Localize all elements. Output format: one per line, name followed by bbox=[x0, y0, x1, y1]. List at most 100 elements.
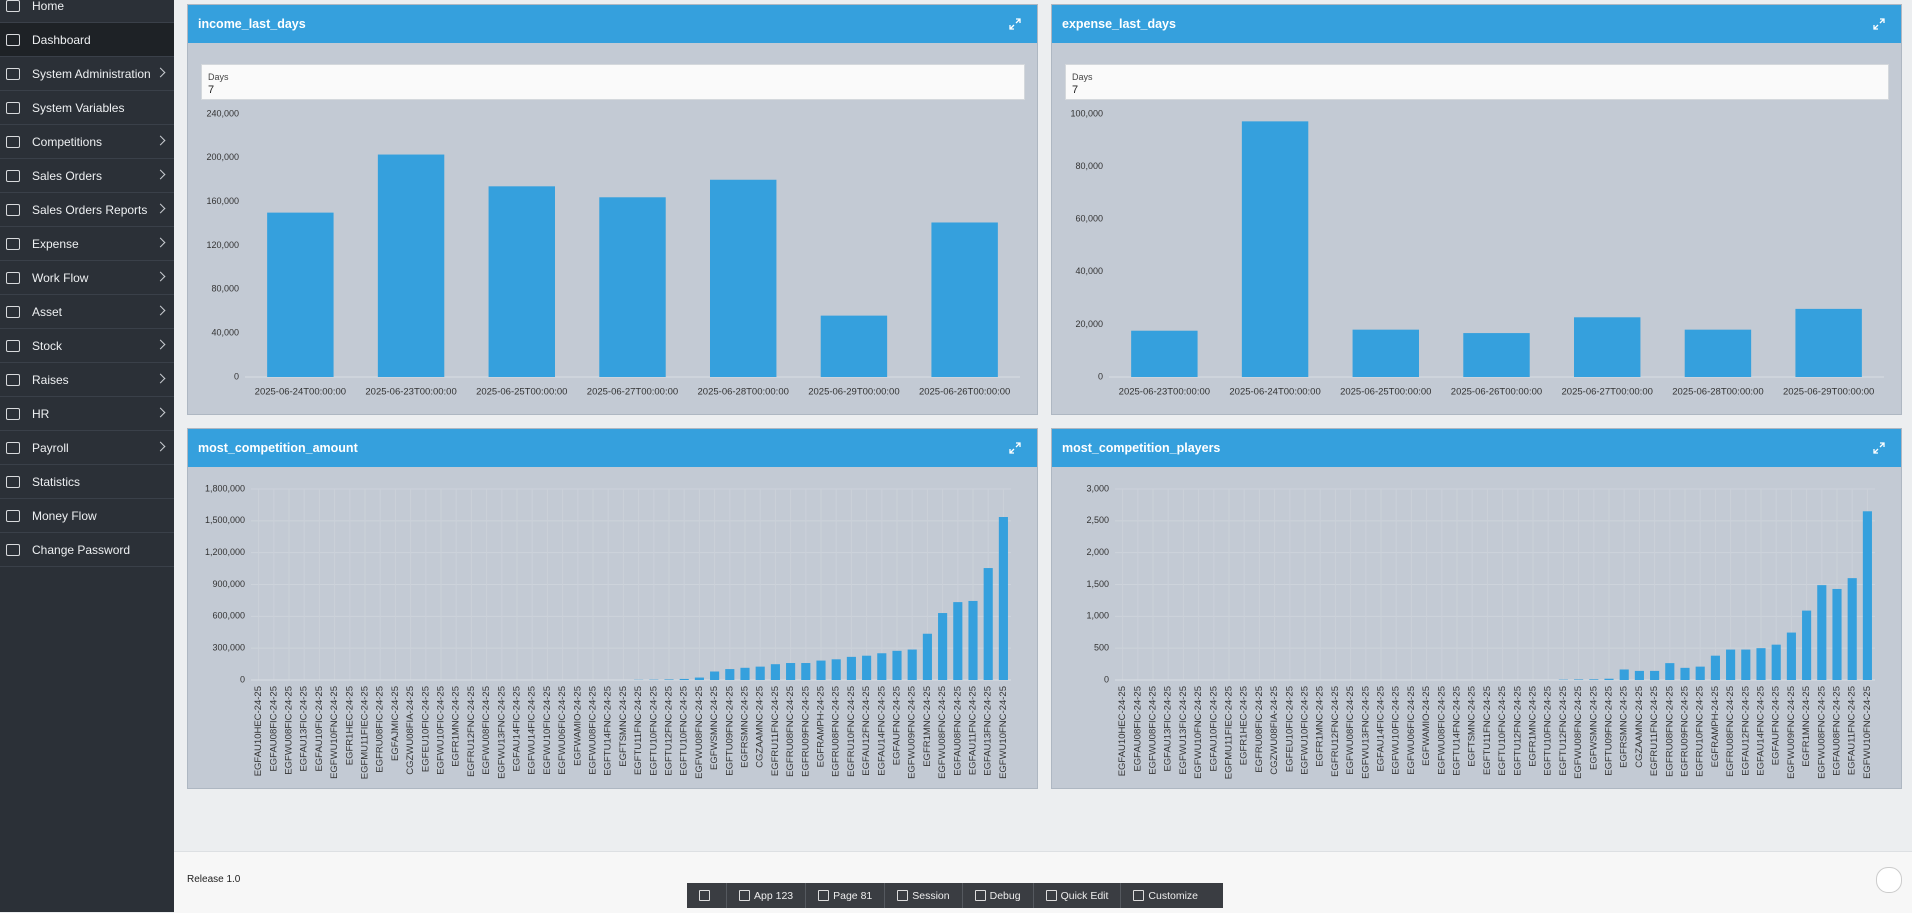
bar bbox=[938, 613, 947, 680]
x-tick-label: EGFRU11FNC-24-25 bbox=[1649, 686, 1660, 776]
y-tick-label: 240,000 bbox=[206, 108, 239, 118]
menu-item[interactable]: Sales Orders Reports bbox=[0, 193, 174, 227]
bar bbox=[1620, 669, 1629, 680]
menu-item[interactable]: Stock bbox=[0, 329, 174, 363]
menu-item[interactable]: Raises bbox=[0, 363, 174, 397]
x-tick-label: EGFRAMPH-24-25 bbox=[1710, 686, 1721, 767]
menu-item[interactable]: HR bbox=[0, 397, 174, 431]
bar bbox=[680, 679, 689, 680]
x-tick-label: EGFAU14FIC-24-25 bbox=[512, 686, 523, 772]
menu-icon bbox=[6, 306, 20, 318]
bar bbox=[1680, 668, 1689, 680]
x-tick-label: EGFWU08FIC-24-25 bbox=[1345, 686, 1356, 775]
y-tick-label: 1,000 bbox=[1086, 611, 1109, 621]
menu-item[interactable]: System Administration bbox=[0, 57, 174, 91]
expand-button[interactable] bbox=[1873, 442, 1885, 454]
toolbar-button[interactable]: Quick Edit bbox=[1033, 883, 1121, 908]
bar bbox=[908, 650, 917, 680]
expand-icon bbox=[1010, 443, 1020, 453]
toolbar-button[interactable]: Debug bbox=[962, 883, 1033, 908]
y-tick-label: 100,000 bbox=[1070, 108, 1103, 118]
x-tick-label: EGFAU11FNC-24-25 bbox=[968, 686, 979, 775]
menu-item[interactable]: Money Flow bbox=[0, 499, 174, 533]
menu-item[interactable]: Asset bbox=[0, 295, 174, 329]
bar bbox=[267, 213, 333, 377]
panel-title: expense_last_days bbox=[1062, 17, 1176, 31]
x-tick-label: EGFWU08FNC-24-25 bbox=[694, 686, 705, 779]
toolbar-button[interactable]: Customize bbox=[1120, 883, 1210, 908]
bar bbox=[1832, 589, 1841, 680]
x-tick-label: EGFRU08FNC-24-25 bbox=[785, 686, 796, 777]
menu-item[interactable]: Competitions bbox=[0, 125, 174, 159]
y-tick-label: 0 bbox=[234, 371, 239, 381]
toolbar-button[interactable]: Session bbox=[884, 883, 961, 908]
expand-button[interactable] bbox=[1873, 18, 1885, 30]
x-tick-label: EGFWU14FIC-24-25 bbox=[527, 686, 538, 775]
bar bbox=[984, 568, 993, 680]
menu-icon bbox=[6, 476, 20, 488]
bar bbox=[725, 669, 734, 680]
menu-icon bbox=[6, 442, 20, 454]
menu-item[interactable]: Sales Orders bbox=[0, 159, 174, 193]
x-tick-label: EGFTU14FNC-24-25 bbox=[1452, 686, 1463, 776]
menu-label: Payroll bbox=[32, 441, 69, 455]
bar bbox=[1574, 317, 1640, 377]
home-button[interactable] bbox=[687, 883, 726, 908]
toolbar-icon bbox=[818, 890, 829, 901]
toolbar-icon bbox=[739, 890, 750, 901]
menu-icon bbox=[6, 374, 20, 386]
menu-item[interactable]: Payroll bbox=[0, 431, 174, 465]
chart: 020,00040,00060,00080,000100,0002025-06-… bbox=[1052, 43, 1901, 414]
x-tick-label: 2025-06-27T00:00:00 bbox=[587, 387, 678, 398]
menu-item[interactable]: Home bbox=[0, 0, 174, 23]
x-tick-label: EGFAU10HEC-24-25 bbox=[253, 686, 264, 776]
bar bbox=[1863, 511, 1872, 680]
x-tick-label: EGFAU08FIC-24-25 bbox=[268, 686, 279, 772]
x-tick-label: EGFTU12FNC-24-25 bbox=[664, 686, 675, 776]
menu-label: System Administration bbox=[32, 67, 151, 81]
y-tick-label: 80,000 bbox=[1075, 161, 1103, 171]
x-tick-label: EGFRU12FNC-24-25 bbox=[1330, 686, 1341, 777]
toolbar-label: App 123 bbox=[754, 890, 793, 902]
bar bbox=[1604, 679, 1613, 680]
x-tick-label: EGFR1MNC-24-25 bbox=[1528, 686, 1539, 767]
x-tick-label: EGFMU11FIEC-24-25 bbox=[1224, 686, 1235, 779]
menu-item[interactable]: Dashboard bbox=[0, 23, 174, 57]
y-tick-label: 600,000 bbox=[212, 611, 245, 621]
toolbar-button[interactable]: App 123 bbox=[726, 883, 805, 908]
panel-header: income_last_days bbox=[188, 5, 1037, 43]
panel-title: most_competition_players bbox=[1062, 441, 1220, 455]
toolbar-button[interactable]: Page 81 bbox=[805, 883, 884, 908]
menu-item[interactable]: Expense bbox=[0, 227, 174, 261]
bar bbox=[816, 661, 825, 680]
bar bbox=[923, 634, 932, 680]
bar bbox=[1711, 656, 1720, 680]
scroll-top-button[interactable] bbox=[1876, 867, 1902, 893]
bar bbox=[931, 222, 997, 377]
x-tick-label: EGFAU12FNC-24-25 bbox=[1740, 686, 1751, 776]
bar bbox=[1665, 663, 1674, 680]
menu-label: Sales Orders bbox=[32, 169, 102, 183]
menu-label: Work Flow bbox=[32, 271, 88, 285]
x-tick-label: EGFTU10FNC-24-25 bbox=[679, 686, 690, 776]
x-tick-label: EGFWAMIO-24-25 bbox=[572, 686, 583, 766]
x-tick-label: EGFWU08FIC-24-25 bbox=[588, 686, 599, 775]
y-tick-label: 160,000 bbox=[206, 196, 239, 206]
expand-button[interactable] bbox=[1009, 442, 1021, 454]
menu-item[interactable]: Work Flow bbox=[0, 261, 174, 295]
x-tick-label: EGFAU08FIC-24-25 bbox=[1132, 686, 1143, 772]
expand-button[interactable] bbox=[1009, 18, 1021, 30]
submenu-chevron bbox=[156, 204, 166, 214]
menu-item[interactable]: System Variables bbox=[0, 91, 174, 125]
x-tick-label: EGFWU08FNC-24-25 bbox=[937, 686, 948, 779]
x-tick-label: CGZWU08FIA-24-25 bbox=[405, 686, 416, 775]
y-tick-label: 80,000 bbox=[211, 284, 239, 294]
menu-item[interactable]: Statistics bbox=[0, 465, 174, 499]
bar bbox=[740, 668, 749, 680]
x-tick-label: EGFWU08FIC-24-25 bbox=[1436, 686, 1447, 775]
x-tick-label: EGFWU10FIC-24-25 bbox=[436, 686, 447, 775]
menu-item[interactable]: Change Password bbox=[0, 533, 174, 567]
bar bbox=[1589, 679, 1598, 680]
